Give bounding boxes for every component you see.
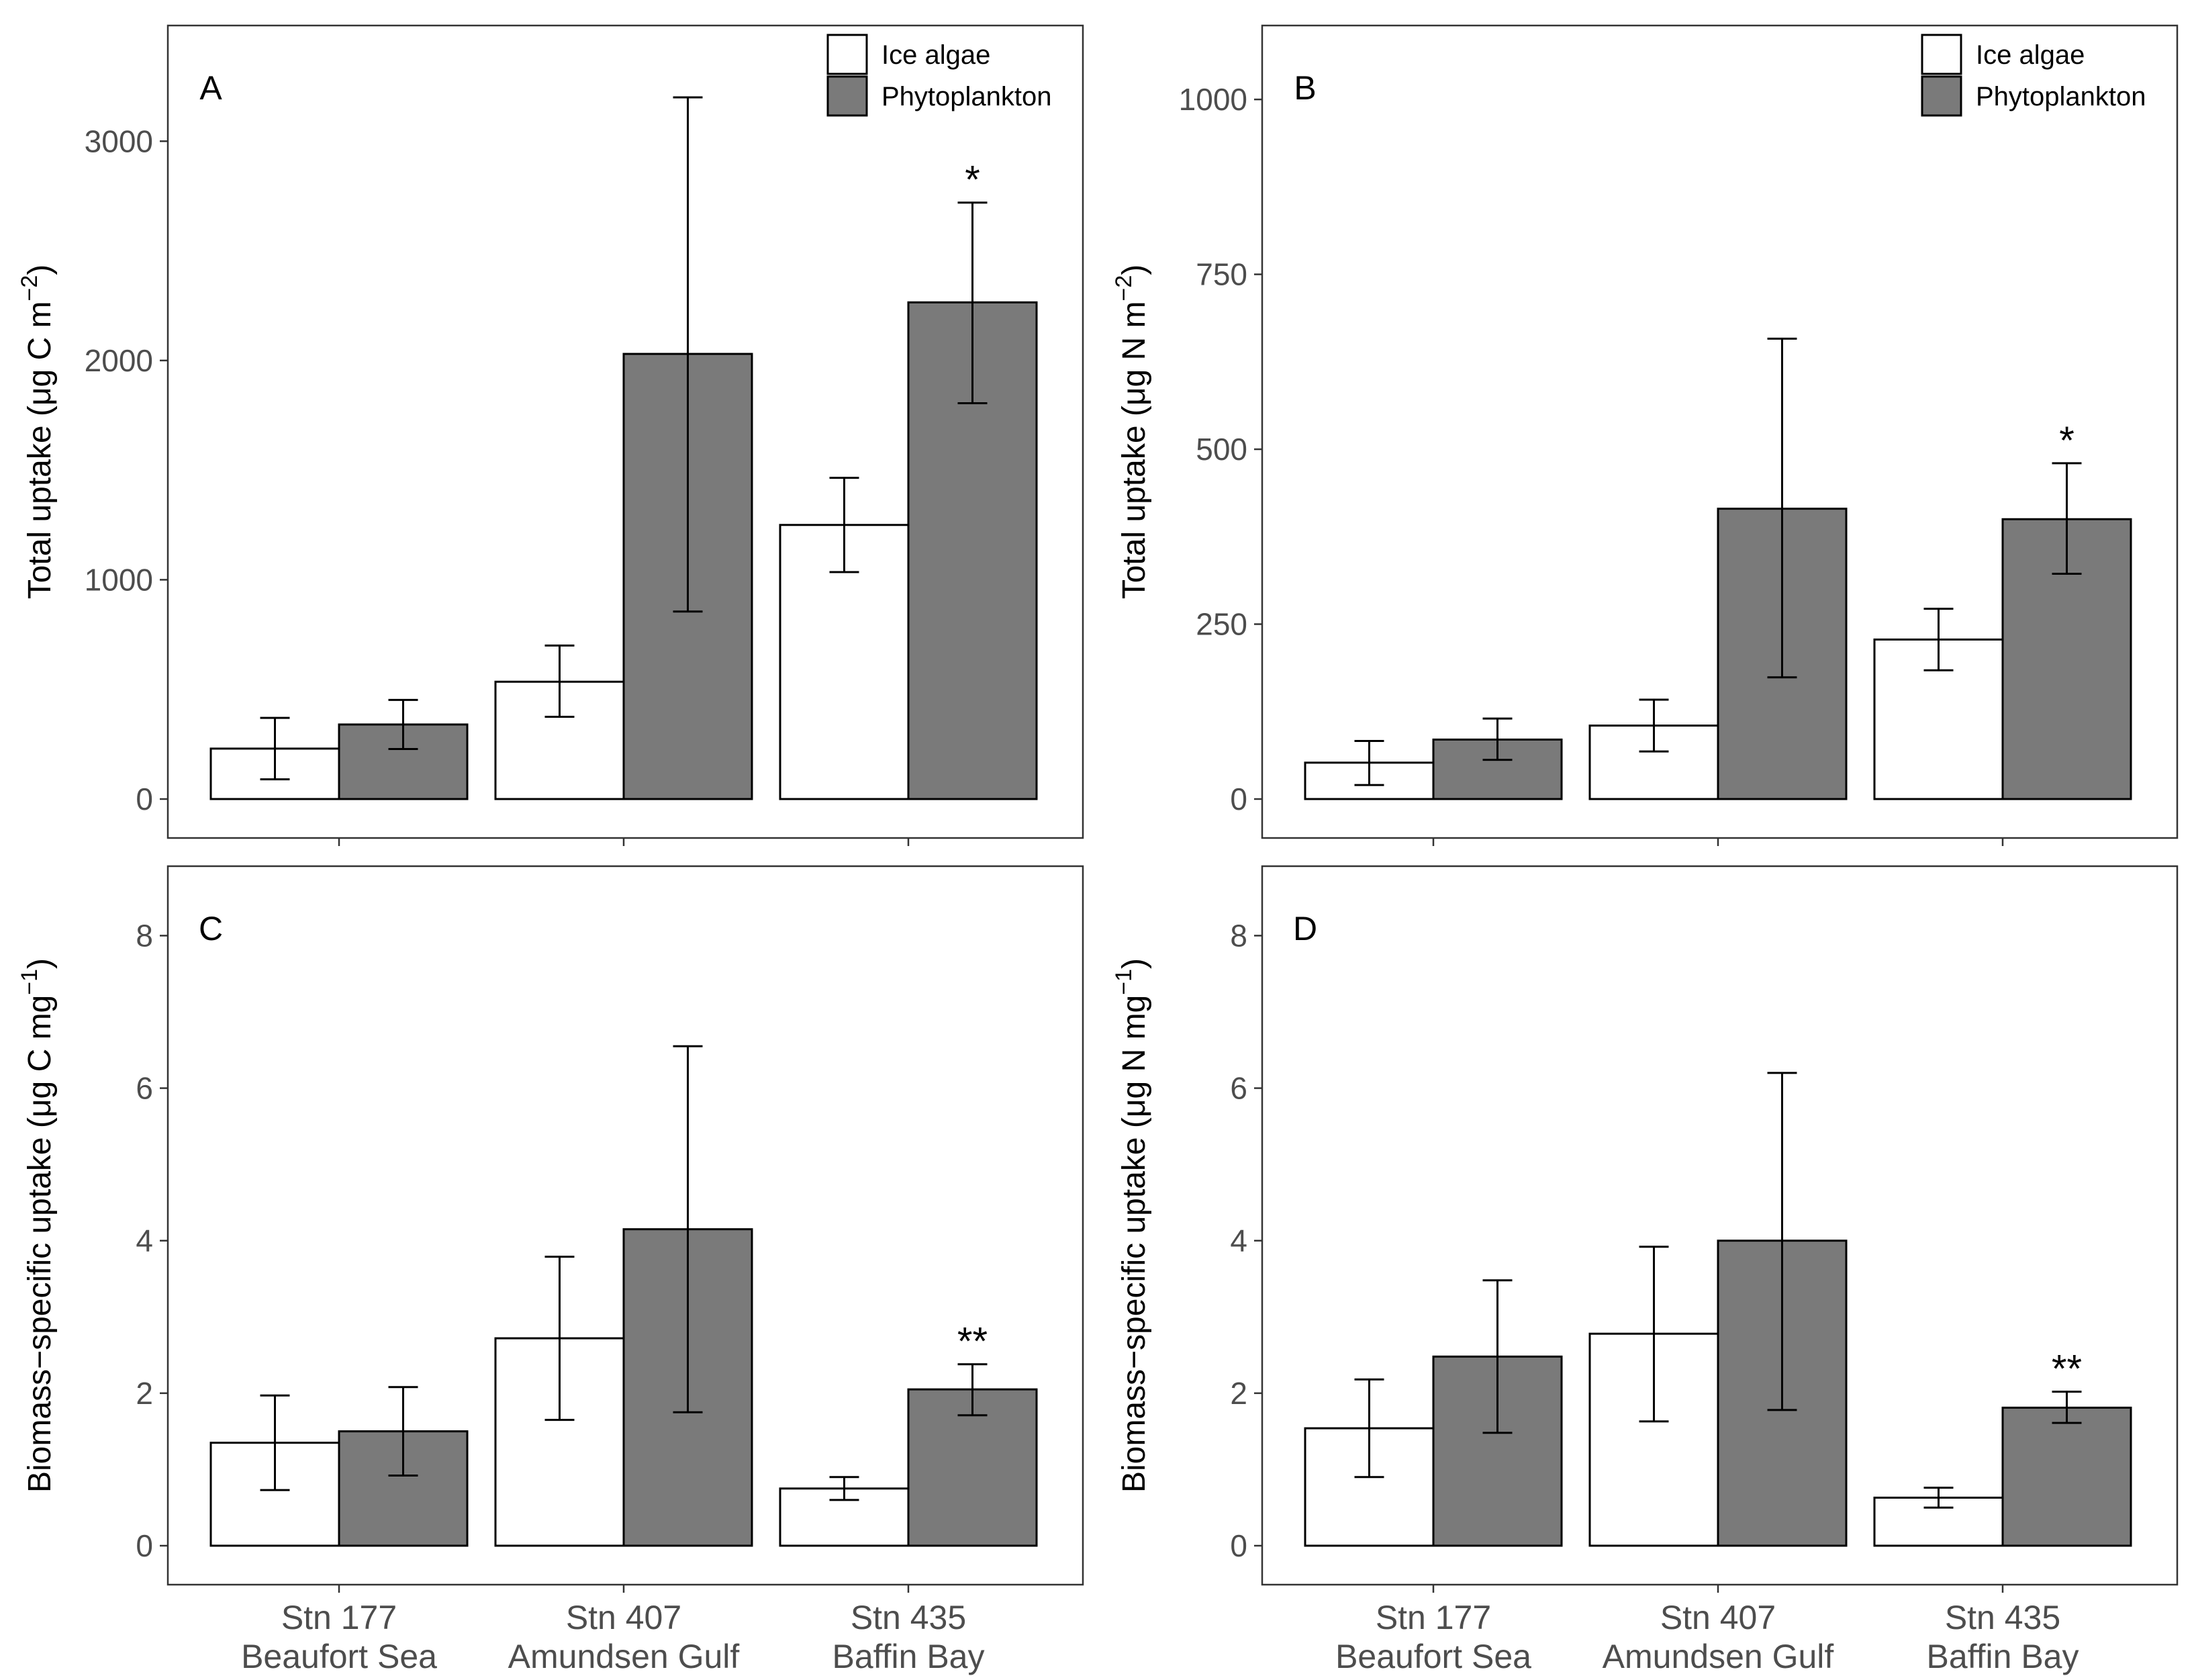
y-axis-title-unit: g N m [1116, 301, 1152, 387]
y-axis-title-mu: μ [22, 1099, 58, 1117]
significance-marker: * [2059, 419, 2074, 463]
significance-marker: ** [2052, 1348, 2082, 1391]
y-tick-label: 0 [1230, 782, 1247, 816]
x-tick-label-station: Stn 407 [1660, 1599, 1776, 1636]
x-tick-label-region: Beaufort Sea [241, 1638, 437, 1675]
y-tick-label: 8 [136, 918, 153, 953]
y-axis-title-text: Total uptake ( [22, 406, 58, 599]
panel-letter: A [199, 69, 222, 107]
y-tick-label: 750 [1196, 257, 1247, 292]
x-tick-label-region: Amundsen Gulf [508, 1638, 740, 1675]
y-axis-title-unit: g C m [22, 301, 58, 387]
panel-b: 0 250 500 750 1000 Total uptake (μg N m−2) * B I… [1111, 24, 2179, 846]
panel-c: 0 2 4 6 8 Biomass−specific uptake (μg C mg−1)… [17, 865, 1084, 1675]
x-tick-label-region: Beaufort Sea [1335, 1638, 1531, 1675]
significance-marker: * [965, 158, 980, 202]
legend-swatch-ice-algae [826, 34, 868, 75]
y-axis-title: Biomass−specific uptake (μg N mg−1) [1111, 958, 1152, 1493]
legend-label: Phytoplankton [1976, 82, 2146, 111]
legend-label: Ice algae [1976, 40, 2085, 70]
legend-swatch-phytoplankton [826, 75, 868, 117]
legend-label: Phytoplankton [881, 82, 1052, 111]
y-axis-title-close: ) [1116, 958, 1152, 969]
y-tick-label: 2 [1230, 1376, 1247, 1411]
y-tick-label: 4 [136, 1223, 153, 1258]
y-tick-label: 2 [136, 1376, 153, 1411]
y-tick-label: 4 [1230, 1223, 1247, 1258]
panel-d: 0 2 4 6 8 Biomass−specific uptake (μg N mg−1)… [1111, 865, 2179, 1675]
y-tick-label: 8 [1230, 918, 1247, 953]
panel-a: 0 1000 2000 3000 Total uptake (μg C m−2) * A Ic… [17, 24, 1084, 846]
y-axis-title-superscript: −1 [1111, 969, 1137, 995]
y-axis-title-unit: g C mg [22, 995, 58, 1099]
x-tick-label-region: Amundsen Gulf [1603, 1638, 1834, 1675]
x-tick-label-region: Baffin Bay [832, 1638, 984, 1675]
x-tick-label-region: Baffin Bay [1926, 1638, 2079, 1675]
y-tick-label: 0 [1230, 1528, 1247, 1563]
legend-label: Ice algae [881, 40, 990, 70]
y-tick-label: 3000 [85, 124, 153, 158]
legend-swatch-phytoplankton [1921, 75, 1962, 117]
y-axis-title-text: Biomass−specific uptake ( [1116, 1117, 1152, 1493]
y-tick-label: 250 [1196, 607, 1247, 642]
y-tick-label: 0 [136, 1528, 153, 1563]
y-axis-title-close: ) [22, 958, 58, 969]
x-tick-label-station: Stn 435 [1945, 1599, 2060, 1636]
x-tick-label-station: Stn 177 [281, 1599, 397, 1636]
y-axis-title-mu: μ [1116, 1099, 1152, 1117]
y-axis-title-mu: μ [1116, 387, 1152, 406]
legend-swatch-ice-algae [1921, 34, 1962, 75]
panel-letter: C [199, 910, 223, 947]
bar-phytoplankton [2001, 1406, 2132, 1547]
y-axis-title-unit: g N mg [1116, 995, 1152, 1099]
y-tick-label: 0 [136, 782, 153, 816]
y-axis-title-text: Total uptake ( [1116, 406, 1152, 599]
y-axis-title: Total uptake (μg N m−2) [1111, 265, 1152, 600]
y-axis-title-mu: μ [22, 387, 58, 406]
x-tick-label-station: Stn 177 [1376, 1599, 1491, 1636]
y-axis-title: Total uptake (μg C m−2) [17, 265, 58, 600]
y-axis-title-superscript: −1 [17, 969, 42, 995]
y-axis-title-superscript: −2 [17, 275, 42, 301]
y-axis-title: Biomass−specific uptake (μg C mg−1) [17, 958, 58, 1493]
y-tick-label: 6 [1230, 1071, 1247, 1106]
legend: Ice algae Phytoplankton [826, 34, 1052, 117]
y-axis-title-text: Biomass−specific uptake ( [22, 1117, 58, 1493]
y-tick-label: 1000 [85, 562, 153, 597]
y-tick-label: 500 [1196, 432, 1247, 467]
x-tick-label-station: Stn 407 [566, 1599, 681, 1636]
y-axis-title-close: ) [1116, 265, 1152, 275]
y-axis-title-superscript: −2 [1111, 275, 1137, 301]
y-axis-title-close: ) [22, 265, 58, 275]
panel-letter: D [1293, 910, 1317, 947]
y-tick-label: 2000 [85, 343, 153, 378]
y-tick-label: 1000 [1179, 82, 1247, 117]
x-tick-label-station: Stn 435 [851, 1599, 966, 1636]
significance-marker: ** [957, 1320, 988, 1364]
panel-letter: B [1294, 69, 1316, 107]
legend: Ice algae Phytoplankton [1921, 34, 2146, 117]
y-tick-label: 6 [136, 1071, 153, 1106]
